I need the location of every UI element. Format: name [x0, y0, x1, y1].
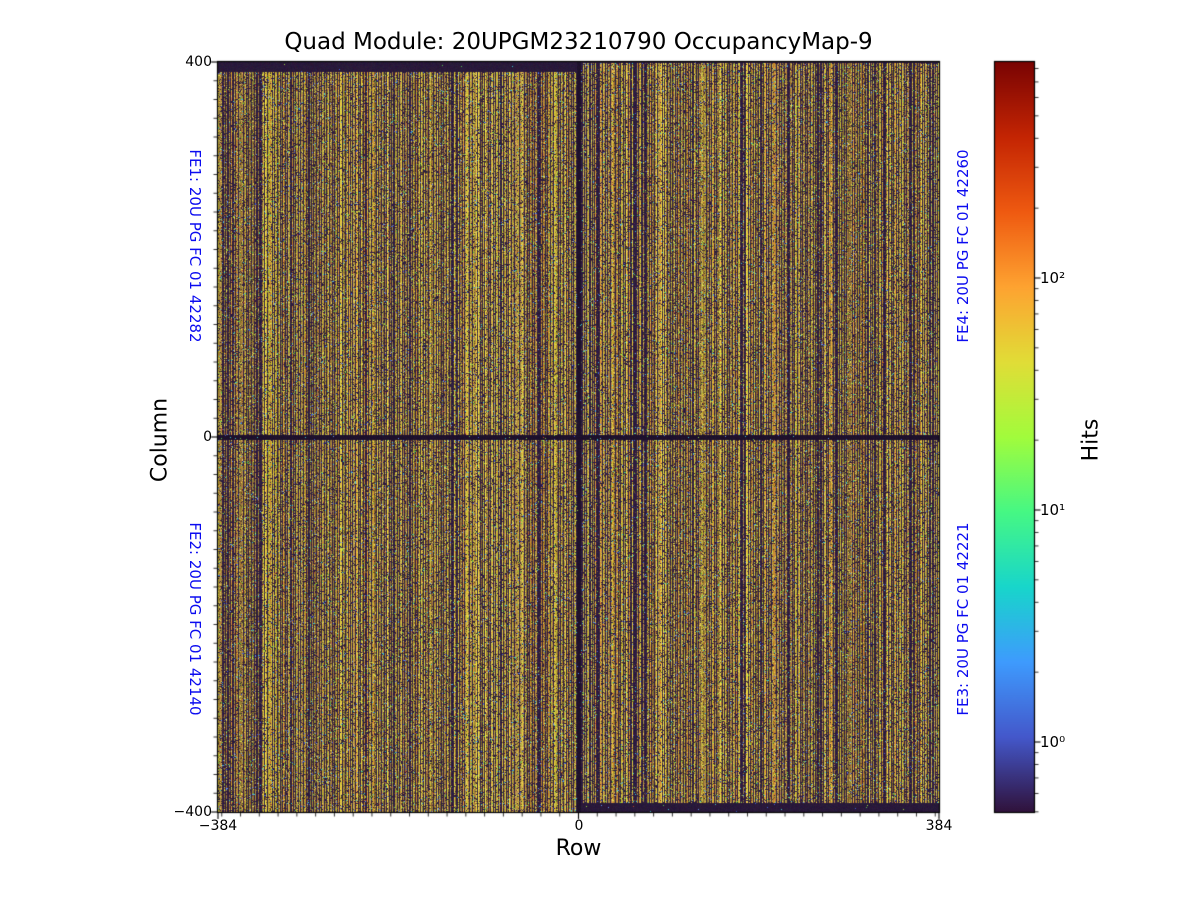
colorbar-tick-label-100: 10² — [1040, 269, 1066, 287]
y-tick-label-neg400: −400 — [173, 804, 212, 820]
x-tick-label-384: 384 — [925, 818, 953, 834]
colorbar-tick-label-1: 10⁰ — [1040, 733, 1066, 751]
colorbar-axis-label: Hits — [1078, 418, 1104, 462]
fe2-chip-label: FE2: 20U PG FC 01 42140 — [186, 522, 204, 716]
y-tick-label-400: 400 — [185, 54, 212, 70]
fe4-chip-label: FE4: 20U PG FC 01 42260 — [954, 149, 972, 343]
plot-title: Quad Module: 20UPGM23210790 OccupancyMap… — [284, 29, 873, 55]
x-tick-label-0: 0 — [574, 818, 584, 834]
fe3-chip-label: FE3: 20U PG FC 01 42221 — [954, 522, 972, 716]
colorbar-tick-label-10: 10¹ — [1040, 501, 1066, 519]
x-tick-label-neg384: −384 — [198, 818, 238, 834]
x-axis-label: Row — [555, 836, 602, 861]
fe1-chip-label: FE1: 20U PG FC 01 42282 — [186, 149, 204, 343]
y-tick-label-0: 0 — [203, 429, 212, 445]
